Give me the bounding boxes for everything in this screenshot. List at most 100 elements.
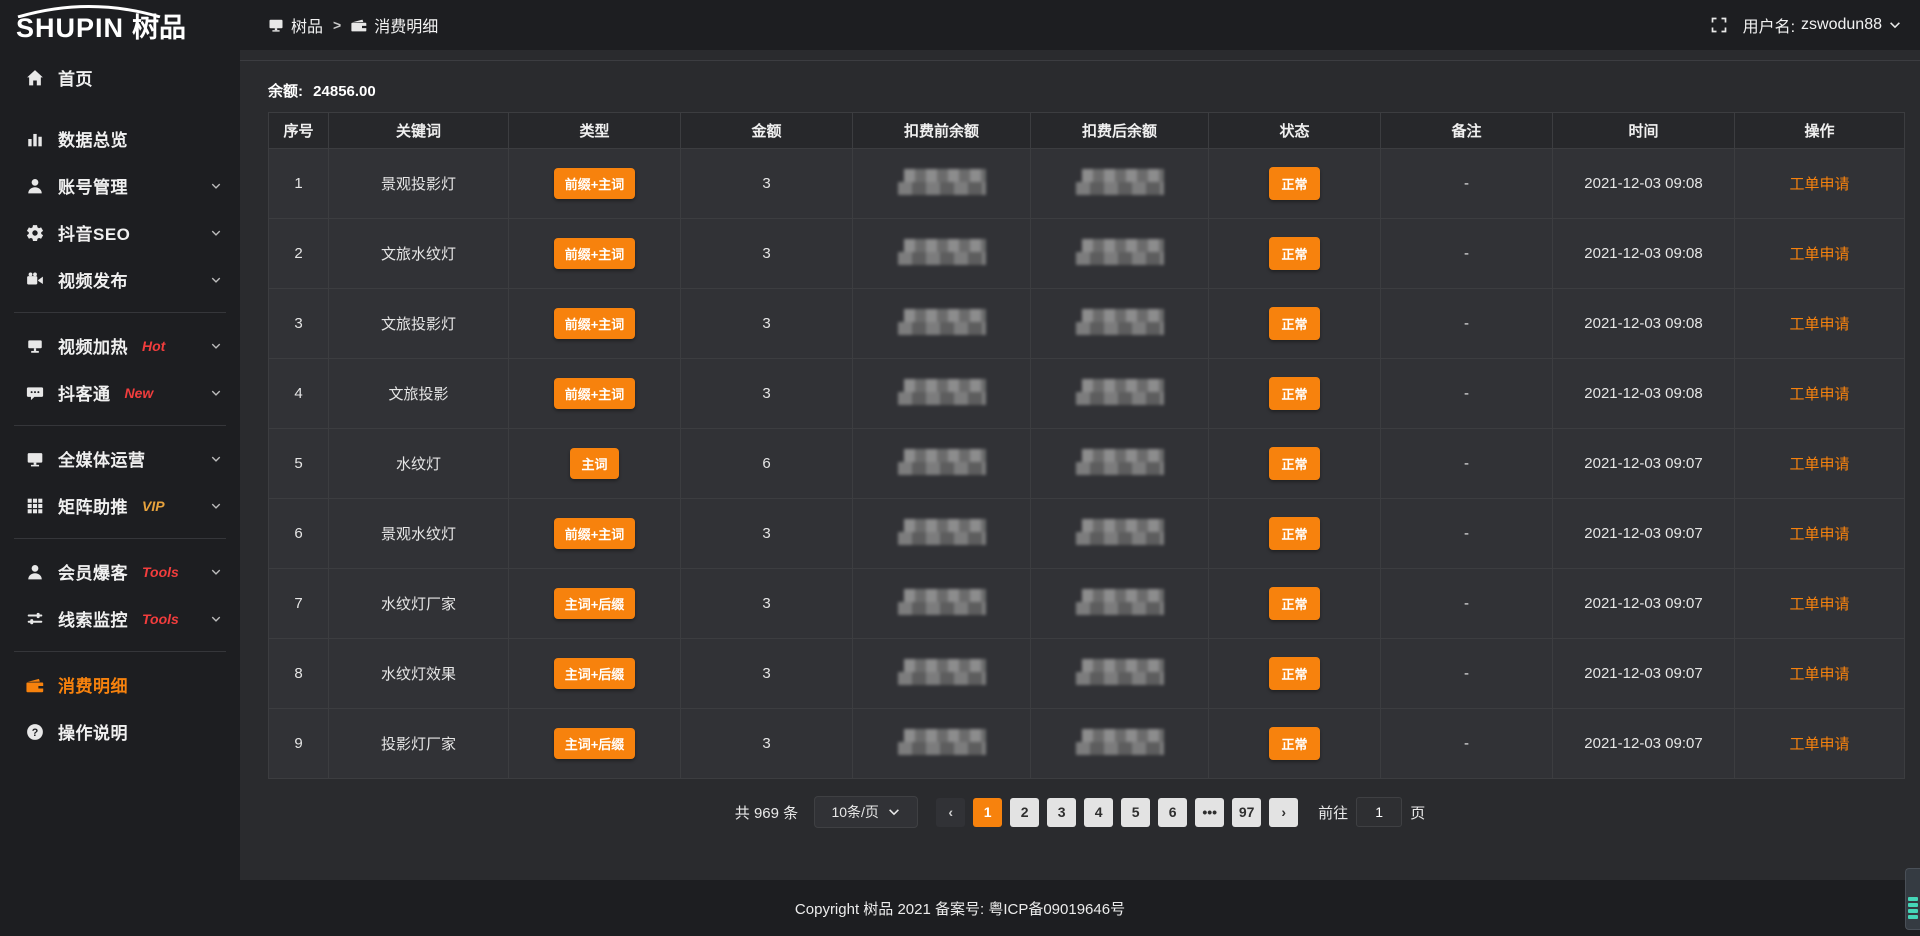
cell-remark: - (1380, 638, 1553, 709)
page-button-2[interactable]: 2 (1010, 797, 1040, 827)
cell-type: 前缀+主词 (508, 358, 681, 429)
work-order-link[interactable]: 工单申请 (1789, 386, 1850, 403)
cell-balance-after (1030, 568, 1209, 639)
table-row: 5 水纹灯 主词 6 正常 -2021-12-03 09:07 工单申请 (268, 428, 1905, 499)
sidebar-item-doukatong[interactable]: 抖客通 New (0, 369, 240, 416)
status-badge: 正常 (1269, 727, 1320, 760)
type-badge: 主词 (570, 448, 619, 479)
page-button-3[interactable]: 3 (1047, 797, 1077, 827)
sidebar-item-account-mgmt[interactable]: 账号管理 (0, 162, 240, 209)
breadcrumb-item-home[interactable]: 树品 (268, 13, 323, 37)
chat-icon (26, 384, 44, 402)
cell-time: 2021-12-03 09:07 (1552, 708, 1735, 779)
column-header: 关键词 (328, 112, 509, 149)
table-row: 9 投影灯厂家 主词+后缀 3 正常 -2021-12-03 09:07 工单申请 (268, 708, 1905, 779)
cell-amount: 3 (680, 288, 853, 359)
sidebar-item-matrix-boost[interactable]: 矩阵助推 VIP (0, 482, 240, 529)
balance-label: 余额: (268, 83, 303, 100)
page-button-97[interactable]: 97 (1232, 797, 1262, 827)
video-icon (26, 271, 44, 289)
goto-page-input[interactable] (1356, 797, 1403, 827)
work-order-link[interactable]: 工单申请 (1789, 666, 1850, 683)
sidebar-item-video-publish[interactable]: 视频发布 (0, 256, 240, 303)
topbar-right: 用户名: zswodun88 (1711, 13, 1920, 37)
cell-amount: 3 (680, 568, 853, 639)
work-order-link[interactable]: 工单申请 (1789, 176, 1850, 193)
widget-bar (1908, 897, 1918, 901)
sidebar-group-divider (14, 425, 226, 426)
goto-page: 前往 页 (1318, 797, 1425, 827)
sidebar-item-instructions[interactable]: ? 操作说明 (0, 708, 240, 755)
sidebar-item-label: 账号管理 (58, 178, 128, 197)
cell-amount: 3 (680, 358, 853, 429)
sidebar-item-member-burst[interactable]: 会员爆客 Tools (0, 548, 240, 595)
sidebar-item-label: 抖音SEO (58, 225, 131, 244)
column-header: 扣费前余额 (852, 112, 1031, 149)
sidebar-item-label: 视频发布 (58, 272, 128, 291)
masked-balance-after (1075, 658, 1164, 685)
work-order-link[interactable]: 工单申请 (1789, 736, 1850, 753)
masked-balance-after (1075, 448, 1164, 475)
page-button-5[interactable]: 5 (1121, 797, 1151, 827)
cell-seq: 4 (268, 358, 329, 429)
type-badge: 前缀+主词 (553, 168, 636, 199)
page-button-4[interactable]: 4 (1084, 797, 1114, 827)
sidebar-item-data-overview[interactable]: 数据总览 (0, 115, 240, 162)
column-header: 扣费后余额 (1030, 112, 1209, 149)
page-button-1[interactable]: 1 (973, 797, 1003, 827)
logo-text-cn: 树品 (132, 13, 187, 43)
work-order-link[interactable]: 工单申请 (1789, 456, 1850, 473)
type-badge: 主词+后缀 (553, 728, 636, 759)
work-order-link[interactable]: 工单申请 (1789, 316, 1850, 333)
sidebar-item-home[interactable]: 首页 (0, 54, 240, 101)
table-row: 3 文旅投影灯 前缀+主词 3 正常 -2021-12-03 09:08 工单申请 (268, 288, 1905, 359)
prev-page-button[interactable]: ‹ (936, 797, 966, 827)
logo-text-en: SHUPIN (16, 13, 125, 43)
cell-balance-before (852, 708, 1031, 779)
cell-time: 2021-12-03 09:07 (1552, 428, 1735, 499)
work-order-link[interactable]: 工单申请 (1789, 526, 1850, 543)
balance-value: 24856.00 (313, 83, 376, 100)
cell-keyword: 水纹灯效果 (328, 638, 509, 709)
breadcrumb-item-current[interactable]: 消费明细 (351, 13, 438, 37)
cell-type: 主词 (508, 428, 681, 499)
cell-balance-before (852, 638, 1031, 709)
more-pages-button[interactable]: ••• (1195, 797, 1225, 827)
column-header: 时间 (1552, 112, 1735, 149)
cell-keyword: 景观水纹灯 (328, 498, 509, 569)
floating-service-widget[interactable] (1905, 868, 1920, 930)
cell-remark: - (1380, 218, 1553, 289)
username-value: zswodun88 (1801, 16, 1882, 33)
table-row: 7 水纹灯厂家 主词+后缀 3 正常 -2021-12-03 09:07 工单申请 (268, 568, 1905, 639)
sidebar: 首页 数据总览 账号管理 抖音SEO 视频发布 视频加热 Hot (0, 50, 240, 880)
masked-balance-after (1075, 378, 1164, 405)
next-page-button[interactable]: › (1269, 797, 1299, 827)
sidebar-item-consume-detail[interactable]: 消费明细 (0, 661, 240, 708)
wallet-icon (26, 676, 44, 694)
cell-amount: 3 (680, 498, 853, 569)
sidebar-item-label: 消费明细 (58, 677, 128, 696)
user-menu[interactable]: 用户名: zswodun88 (1743, 13, 1902, 37)
cell-remark: - (1380, 288, 1553, 359)
sidebar-item-douyin-seo[interactable]: 抖音SEO (0, 209, 240, 256)
work-order-link[interactable]: 工单申请 (1789, 246, 1850, 263)
page-size-select[interactable]: 10条/页 (814, 796, 919, 828)
cell-keyword: 水纹灯厂家 (328, 568, 509, 639)
monitor-icon (268, 17, 284, 33)
cell-balance-after (1030, 148, 1209, 219)
work-order-link[interactable]: 工单申请 (1789, 596, 1850, 613)
sidebar-item-omni-media[interactable]: 全媒体运营 (0, 435, 240, 482)
cell-remark: - (1380, 358, 1553, 429)
sidebar-item-lead-monitor[interactable]: 线索监控 Tools (0, 595, 240, 642)
cell-seq: 6 (268, 498, 329, 569)
sidebar-item-video-heat[interactable]: 视频加热 Hot (0, 322, 240, 369)
table-row: 6 景观水纹灯 前缀+主词 3 正常 -2021-12-03 09:07 工单申请 (268, 498, 1905, 569)
svg-text:?: ? (32, 726, 39, 738)
table-row: 8 水纹灯效果 主词+后缀 3 正常 -2021-12-03 09:07 工单申请 (268, 638, 1905, 709)
fullscreen-icon[interactable] (1711, 17, 1727, 33)
cell-keyword: 文旅投影 (328, 358, 509, 429)
page-button-6[interactable]: 6 (1158, 797, 1188, 827)
masked-balance-after (1075, 588, 1164, 615)
grid-icon (26, 497, 44, 515)
